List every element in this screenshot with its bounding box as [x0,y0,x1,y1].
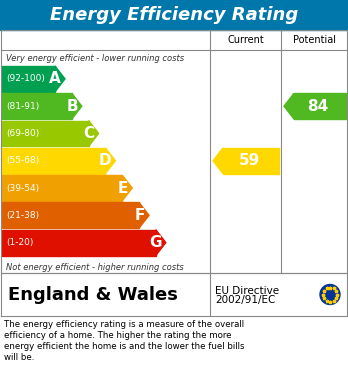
Text: (81-91): (81-91) [6,102,39,111]
Bar [2,66,55,92]
Text: The energy efficiency rating is a measure of the overall: The energy efficiency rating is a measur… [4,320,244,329]
Polygon shape [89,120,98,146]
Text: Current: Current [228,35,264,45]
Text: (21-38): (21-38) [6,211,39,220]
Text: F: F [135,208,145,223]
Polygon shape [156,230,166,255]
Text: efficiency of a home. The higher the rating the more: efficiency of a home. The higher the rat… [4,331,231,340]
Text: EU Directive: EU Directive [215,285,279,296]
Bar [1,30,347,273]
Text: E: E [118,181,128,196]
Bar [0,0,348,30]
Text: 84: 84 [307,99,329,114]
Text: D: D [99,153,111,168]
Polygon shape [122,175,132,201]
Polygon shape [105,148,116,174]
Text: (69-80): (69-80) [6,129,39,138]
Polygon shape [213,148,223,174]
Text: B: B [66,99,78,114]
Text: (55-68): (55-68) [6,156,39,165]
Polygon shape [72,93,82,119]
Text: A: A [49,72,61,86]
Bar [2,175,122,201]
Text: C: C [84,126,95,141]
Text: (39-54): (39-54) [6,183,39,192]
Polygon shape [139,203,149,228]
Text: Very energy efficient - lower running costs: Very energy efficient - lower running co… [6,54,184,63]
Bar [2,120,89,146]
Text: 2002/91/EC: 2002/91/EC [215,294,275,305]
Text: England & Wales: England & Wales [8,285,178,303]
Text: (92-100): (92-100) [6,74,45,83]
Bar [2,148,105,174]
Text: Not energy efficient - higher running costs: Not energy efficient - higher running co… [6,263,184,272]
Text: Energy Efficiency Rating: Energy Efficiency Rating [50,6,298,24]
Bar [2,93,72,119]
Text: Potential: Potential [293,35,337,45]
Polygon shape [284,93,294,119]
Text: G: G [149,235,162,250]
Text: will be.: will be. [4,353,34,362]
Text: energy efficient the home is and the lower the fuel bills: energy efficient the home is and the low… [4,342,245,351]
Text: (1-20): (1-20) [6,238,33,247]
Bar [2,230,156,255]
Bar [2,203,139,228]
Text: 59: 59 [238,153,260,168]
Bar [294,93,346,119]
Bar [223,148,279,174]
Polygon shape [55,66,65,92]
Circle shape [320,285,340,305]
